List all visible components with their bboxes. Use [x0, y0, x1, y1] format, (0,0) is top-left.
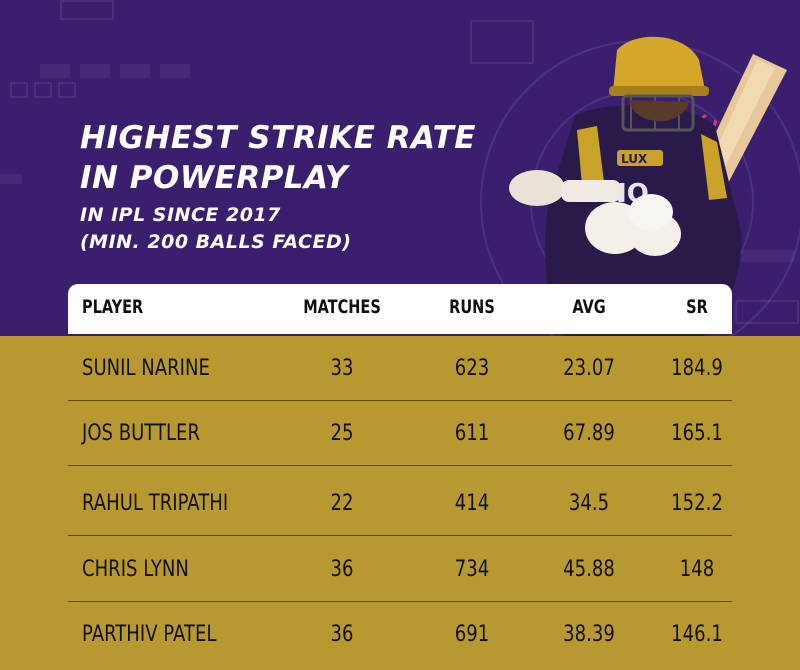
decor-square — [34, 82, 52, 98]
cell-matches: 33 — [330, 356, 354, 381]
decor-square — [160, 64, 190, 78]
cell-runs: 611 — [454, 421, 490, 446]
cell-player: SUNIL NARINE — [82, 356, 210, 381]
title-line: IN POWERPLAY — [80, 160, 348, 196]
title-line: HIGHEST STRIKE RATE — [80, 120, 476, 156]
cell-sr: 165.1 — [671, 421, 723, 446]
cell-matches: 25 — [330, 421, 354, 446]
decor-square — [0, 174, 22, 184]
decor-square — [60, 0, 114, 20]
svg-text:LUX: LUX — [621, 152, 648, 166]
cell-matches: 36 — [330, 557, 354, 582]
cell-player: RAHUL TRIPATHI — [82, 491, 229, 516]
cell-player: JOS BUTTLER — [82, 421, 201, 446]
cell-runs: 414 — [454, 491, 490, 516]
table-row: JOS BUTTLER 25 611 67.89 165.1 — [68, 401, 732, 466]
cell-avg: 34.5 — [568, 491, 610, 516]
column-header-player: PLAYER — [82, 296, 144, 318]
decor-square — [40, 64, 70, 78]
table-row: CHRIS LYNN 36 734 45.88 148 — [68, 537, 732, 602]
cell-sr: 152.2 — [671, 491, 723, 516]
column-header-avg: AVG — [572, 296, 606, 318]
decor-square — [120, 64, 150, 78]
cell-player: PARTHIV PATEL — [82, 622, 217, 647]
cell-avg: 45.88 — [563, 557, 615, 582]
decor-square — [80, 64, 110, 78]
column-header-sr: SR — [686, 296, 708, 318]
page-subtitle: IN IPL SINCE 2017 (MIN. 200 BALLS FACED) — [80, 202, 351, 256]
decor-square — [470, 20, 534, 64]
table-header: PLAYER MATCHES RUNS AVG SR — [68, 284, 732, 334]
cell-sr: 146.1 — [671, 622, 723, 647]
cell-matches: 36 — [330, 622, 354, 647]
column-header-matches: MATCHES — [303, 296, 381, 318]
page-title: HIGHEST STRIKE RATE IN POWERPLAY — [80, 118, 476, 198]
decor-square — [10, 82, 28, 98]
header-panel: HIGHEST STRIKE RATE IN POWERPLAY IN IPL … — [0, 0, 800, 336]
cell-runs: 623 — [454, 356, 490, 381]
cell-sr: 148 — [679, 557, 715, 582]
table-body-panel — [0, 336, 800, 670]
cell-runs: 734 — [454, 557, 490, 582]
cell-avg: 67.89 — [563, 421, 615, 446]
cell-avg: 38.39 — [563, 622, 615, 647]
cell-sr: 184.9 — [671, 356, 723, 381]
cell-avg: 23.07 — [563, 356, 615, 381]
player-photo: DSC LUX NO — [509, 36, 787, 336]
cell-matches: 22 — [330, 491, 354, 516]
table-row: SUNIL NARINE 33 623 23.07 184.9 — [68, 336, 732, 401]
cell-player: CHRIS LYNN — [82, 557, 189, 582]
subtitle-line: (MIN. 200 BALLS FACED) — [80, 231, 352, 253]
decor-square — [58, 82, 76, 98]
cell-runs: 691 — [454, 622, 490, 647]
table-row: PARTHIV PATEL 36 691 38.39 146.1 — [68, 602, 732, 666]
table-row: RAHUL TRIPATHI 22 414 34.5 152.2 — [68, 471, 732, 536]
column-header-runs: RUNS — [449, 296, 495, 318]
subtitle-line: IN IPL SINCE 2017 — [80, 204, 281, 226]
